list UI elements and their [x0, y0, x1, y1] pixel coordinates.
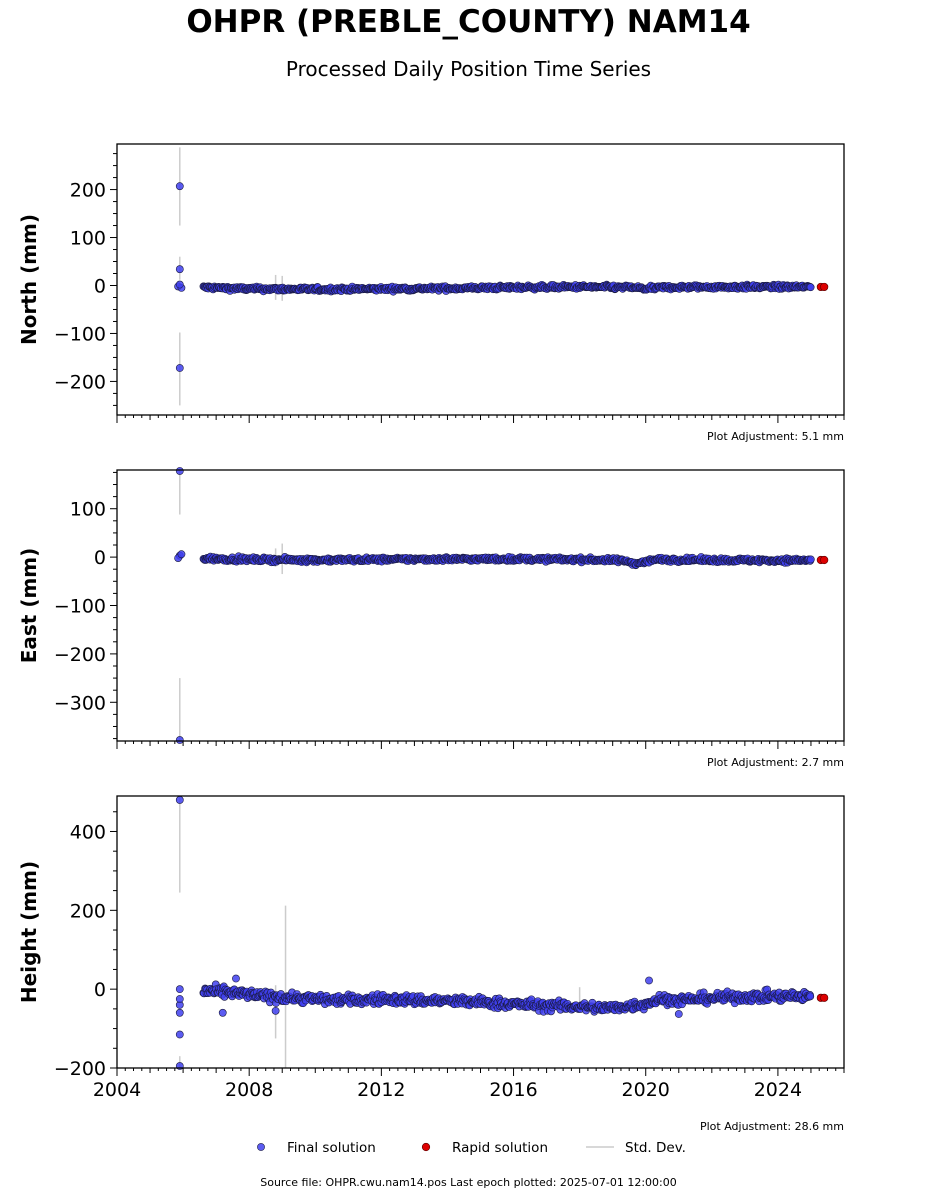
plot-area-0	[174, 147, 829, 406]
final-solution-point	[175, 1008, 184, 1017]
y-tick-label: −100	[54, 323, 106, 345]
source-footer: Source file: OHPR.cwu.nam14.pos Last epo…	[260, 1176, 677, 1189]
final-solution-point	[175, 796, 184, 804]
plot-area-2	[175, 796, 829, 1070]
final-solution-point	[218, 1008, 227, 1017]
panel-0	[110, 143, 845, 423]
final-solution-point	[175, 280, 184, 289]
y-tick-label: 0	[94, 979, 106, 1001]
final-solution-point	[674, 1010, 683, 1018]
final-solution-point	[645, 976, 653, 985]
panel-1	[110, 467, 845, 749]
final-solution-point	[175, 265, 184, 274]
final-solution-point	[175, 736, 184, 744]
y-tick-label: 100	[70, 499, 106, 521]
final-solution-point	[806, 283, 815, 292]
y-tick-label: −100	[54, 596, 106, 618]
x-tick-label: 2008	[225, 1079, 273, 1101]
x-tick-label: 2012	[357, 1079, 405, 1101]
plot-frame	[116, 795, 845, 1069]
panel-2	[110, 795, 845, 1076]
y-tick-label: 0	[94, 275, 106, 297]
y-tick-label: −300	[54, 692, 106, 714]
x-tick-label: 2020	[622, 1079, 670, 1101]
chart-subtitle: Processed Daily Position Time Series	[285, 57, 652, 81]
final-solution-point	[177, 550, 186, 559]
plot-adjustment-note: Plot Adjustment: 5.1 mm	[707, 430, 844, 443]
plot-frame	[116, 469, 845, 742]
y-tick-label: 100	[70, 228, 106, 250]
rapid-solution-point	[820, 555, 829, 565]
final-solution-point	[175, 1030, 184, 1039]
legend-final-label: Final solution	[287, 1140, 376, 1156]
plot-frame	[116, 143, 845, 416]
legend	[257, 1142, 614, 1152]
y-tick-label: −200	[54, 644, 106, 666]
final-solution-point	[175, 467, 184, 475]
y-tick-label: 400	[70, 821, 106, 843]
x-tick-label: 2016	[489, 1079, 537, 1101]
y-axis-label: North (mm)	[17, 214, 41, 345]
y-tick-label: 200	[70, 180, 106, 202]
plot-area-1	[174, 467, 829, 744]
final-solution-point	[806, 992, 815, 1001]
final-solution-point	[271, 1006, 280, 1015]
legend-std-label: Std. Dev.	[625, 1140, 686, 1156]
final-solution-point	[806, 555, 815, 564]
y-axis-label: East (mm)	[17, 548, 41, 664]
final-solution-point	[232, 974, 240, 983]
legend-rapid-marker	[421, 1142, 431, 1152]
x-tick-label: 2024	[754, 1079, 802, 1101]
plot-adjustment-note: Plot Adjustment: 28.6 mm	[700, 1120, 844, 1133]
chart-title: OHPR (PREBLE_COUNTY) NAM14	[186, 4, 751, 40]
legend-final-marker	[257, 1143, 265, 1151]
y-axis-label: Height (mm)	[17, 861, 41, 1003]
plot-adjustment-note: Plot Adjustment: 2.7 mm	[707, 756, 844, 769]
legend-rapid-label: Rapid solution	[452, 1140, 548, 1156]
y-tick-label: 0	[94, 547, 106, 569]
final-solution-point	[175, 364, 184, 372]
rapid-solution-point	[820, 993, 829, 1002]
final-solution-point	[175, 182, 184, 191]
y-tick-label: −200	[54, 371, 106, 393]
y-tick-label: −200	[54, 1058, 106, 1080]
y-tick-label: 200	[70, 900, 106, 922]
rapid-solution-point	[820, 282, 829, 292]
x-tick-label: 2004	[93, 1079, 141, 1101]
final-solution-point	[175, 995, 184, 1003]
final-solution-point	[175, 985, 184, 994]
